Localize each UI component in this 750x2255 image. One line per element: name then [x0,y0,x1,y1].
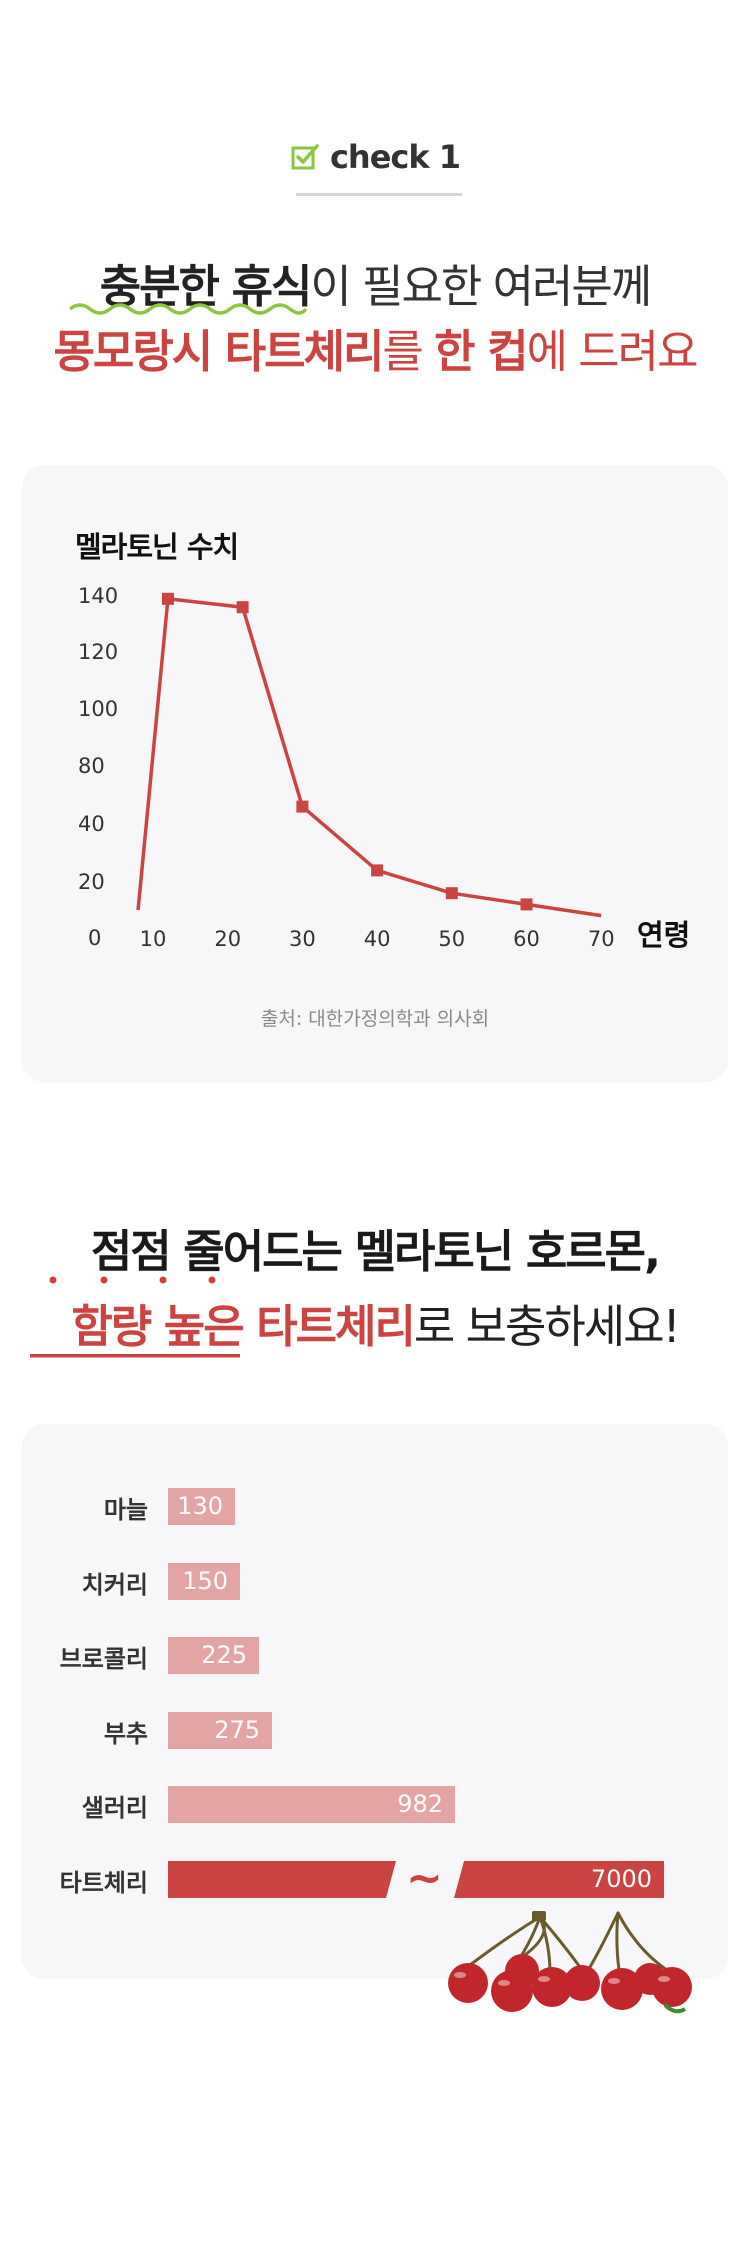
x-tick-label: 40 [364,927,391,951]
x-tick-label: 10 [140,927,167,951]
data-point [236,601,249,614]
headline-red-cup: 한 컵 [434,325,528,378]
data-point [161,592,174,605]
x-tick-label: 50 [438,927,465,951]
data-point [371,864,384,877]
headline-line-2-rest: 에 드려요 [526,325,699,378]
data-point [445,887,458,900]
y-tick-label: 80 [78,754,105,778]
check-badge: check 1 [0,138,750,176]
y-tick-label: 20 [78,870,105,894]
headline-line-3: 점점 줄어드는 멜라토닌 호르몬, [90,1225,661,1278]
emphasis-dot [49,1276,57,1284]
x-tick-label: 20 [214,927,241,951]
headline-line-2: 몽모랑시 타트체리를 한 컵에 드려요 [0,315,750,380]
check-label: check 1 [329,138,461,176]
headline-red-phrase: 함량 높은 타트체리 [71,1300,416,1353]
emphasis-underline [30,1354,240,1358]
emphasis-dot [100,1276,108,1284]
data-point [520,898,533,911]
y-tick-label: 120 [78,640,118,664]
squiggle-underline [68,303,308,315]
line-chart-title: 멜라토닌 수치 [75,530,239,564]
cherry-cluster-image [448,1911,692,2014]
line-chart-card [22,465,728,1082]
headline-particle: 를 [382,325,435,378]
chart-source: 출처: 대한가정의학과 의사회 [260,1008,490,1030]
headline-line-1-rest: 이 필요한 여러분께 [310,260,652,313]
headline-line-4-rest: 로 보충하세요! [413,1300,681,1353]
y-tick-label: 140 [78,584,118,608]
bar-chart-card [22,1424,728,1979]
y-tick-label: 0 [88,926,101,950]
y-tick-label: 40 [78,812,105,836]
x-tick-label: 70 [588,927,615,951]
melatonin-series-line [136,597,602,918]
x-axis-label: 연령 [637,918,690,952]
headline-red-product: 몽모랑시 타트체리 [53,325,385,378]
y-tick-label: 100 [78,697,118,721]
data-point [296,800,309,813]
melatonin-line-chart: 0 20 40 80 100 120 140 10 20 30 40 50 60 70 연령 [78,584,690,952]
headline-line-4: 함량 높은 타트체리로 보충하세요! [0,1290,750,1355]
emphasis-dot [208,1276,216,1284]
x-tick-label: 30 [289,927,316,951]
checkbox-check-icon [291,144,319,170]
x-tick-label: 60 [513,927,540,951]
emphasis-dot [159,1276,167,1284]
check-divider [296,193,462,196]
emphasis-dots-underline [30,1276,240,1358]
